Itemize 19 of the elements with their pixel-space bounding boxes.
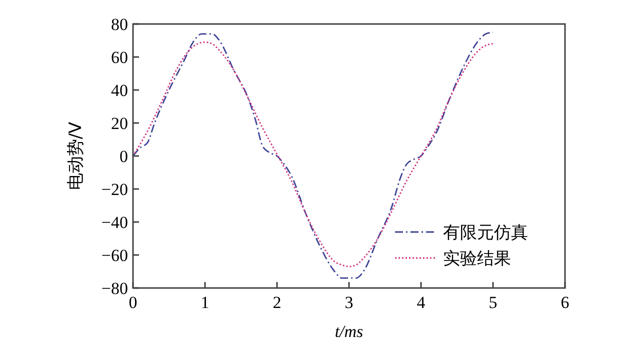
y-tick-label: −80 <box>101 278 128 298</box>
y-tick-label: 20 <box>111 114 128 133</box>
y-tick-label: −60 <box>101 246 128 265</box>
x-tick-label: 4 <box>416 293 426 312</box>
y-tick-label: 60 <box>111 48 128 67</box>
legend-label: 实验结果 <box>443 248 511 269</box>
x-axis-title: t/ms <box>334 322 364 341</box>
x-tick-label: 2 <box>272 293 282 312</box>
y-tick-label: 0 <box>120 146 128 166</box>
x-tick-label: 3 <box>344 293 354 312</box>
legend-label: 有限元仿真 <box>443 222 528 243</box>
x-tick-label: 5 <box>488 293 498 312</box>
x-tick-label: 1 <box>200 293 210 312</box>
y-tick-label: −20 <box>101 180 128 199</box>
y-tick-label: 40 <box>111 80 128 100</box>
y-axis-title: 电动势/V <box>66 121 86 190</box>
y-tick-label: −40 <box>101 212 128 232</box>
x-tick-label: 6 <box>560 293 570 312</box>
y-tick-label: 80 <box>111 14 128 34</box>
